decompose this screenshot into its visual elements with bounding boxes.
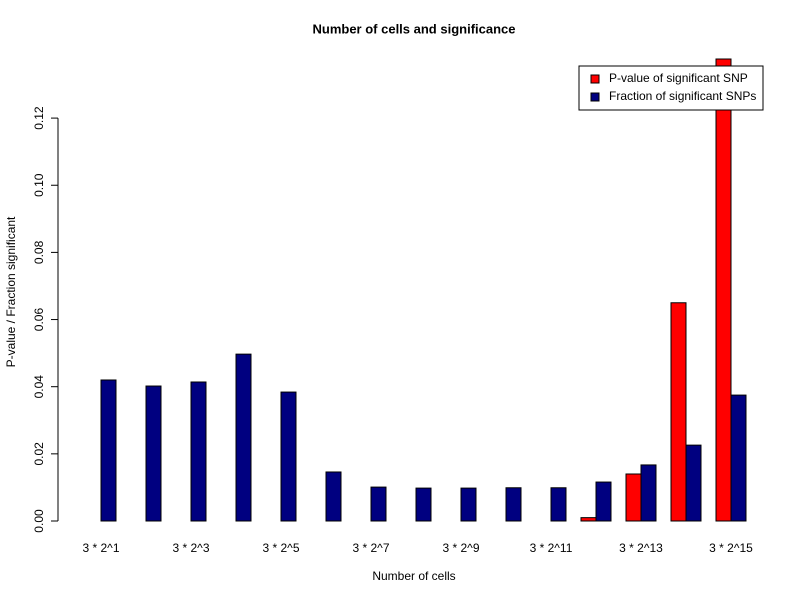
- y-tick-label: 0.00: [32, 509, 46, 533]
- bar: [640, 464, 657, 522]
- x-tick-label: 3 * 2^15: [709, 541, 753, 555]
- y-axis-label: P-value / Fraction significant: [4, 216, 18, 367]
- x-tick-label: 3 * 2^1: [83, 541, 120, 555]
- bar: [730, 394, 747, 522]
- x-tick-label: 3 * 2^5: [263, 541, 300, 555]
- bar: [550, 487, 567, 522]
- bar: [460, 487, 477, 522]
- bar: [505, 487, 522, 522]
- bar: [580, 517, 597, 522]
- x-tick-label: 3 * 2^3: [173, 541, 210, 555]
- x-tick-label: 3 * 2^11: [530, 541, 573, 555]
- y-tick-label: 0.04: [32, 375, 46, 399]
- y-tick-label: 0.12: [32, 106, 46, 130]
- legend-label: P-value of significant SNP: [609, 71, 748, 85]
- legend-swatch: [590, 92, 600, 102]
- legend-label: Fraction of significant SNPs: [609, 89, 756, 103]
- bar: [235, 353, 252, 522]
- bar: [190, 381, 207, 522]
- bar: [670, 302, 687, 522]
- x-tick-label: 3 * 2^9: [443, 541, 480, 555]
- bar: [415, 487, 432, 522]
- legend-swatch: [590, 74, 600, 84]
- y-tick-label: 0.06: [32, 308, 46, 332]
- bar: [685, 444, 702, 522]
- x-axis-label: Number of cells: [372, 569, 455, 583]
- y-tick-label: 0.10: [32, 173, 46, 197]
- bar: [625, 473, 642, 522]
- x-tick-label: 3 * 2^7: [353, 541, 390, 555]
- bar: [715, 58, 732, 522]
- chart-title: Number of cells and significance: [313, 21, 516, 36]
- bar: [325, 471, 342, 522]
- bar: [595, 481, 612, 522]
- bar: [280, 391, 297, 522]
- x-tick-label: 3 * 2^13: [619, 541, 663, 555]
- bar: [370, 486, 387, 522]
- bar: [100, 379, 117, 522]
- y-tick-label: 0.02: [32, 442, 46, 466]
- legend-box: [578, 65, 764, 111]
- y-tick-label: 0.08: [32, 240, 46, 264]
- bar: [145, 385, 162, 522]
